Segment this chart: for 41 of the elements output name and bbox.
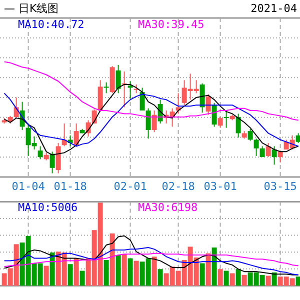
chart-subtitle: 2021-04 [250,2,298,15]
candlestick [182,80,187,106]
candlestick [206,94,211,116]
candlestick [254,138,259,156]
candlestick [284,139,289,150]
x-tick-label: 01-18 [54,180,87,193]
candlestick [38,146,43,160]
candlestick [248,128,253,142]
candlestick [296,132,300,144]
candlestick [236,113,241,138]
candlestick [140,87,145,111]
candlestick [278,150,283,163]
candlestick [56,142,61,174]
candlestick [218,116,223,128]
chart-title: — 日K线图 [4,2,59,15]
candlestick [32,136,37,150]
candlestick [272,146,277,166]
candlestick [152,110,157,133]
x-tick-label: 02-18 [162,180,195,193]
candlestick [116,64,121,94]
x-tick-label: 01-04 [12,180,46,193]
text: MA30:39.45 [138,18,204,31]
candlestick [146,108,151,140]
candlestick [50,151,55,174]
candlestick [194,80,199,94]
x-tick-label: 03-01 [204,180,237,193]
candlestick [104,82,109,94]
candlestick [266,142,271,158]
candlestick [98,80,103,112]
candlestick [200,82,205,114]
candlestick [212,102,217,128]
x-tick-label: 03-15 [264,180,297,193]
candlestick [26,124,31,156]
candlestick [224,110,229,128]
text: MA10:5006 [18,201,78,214]
candlestick [68,134,73,147]
text: MA10:40.72 [18,18,84,31]
x-tick-label: 02-01 [114,180,147,193]
text: MA30:6198 [138,201,198,214]
candlestick [14,96,19,119]
candlestick [188,73,193,100]
